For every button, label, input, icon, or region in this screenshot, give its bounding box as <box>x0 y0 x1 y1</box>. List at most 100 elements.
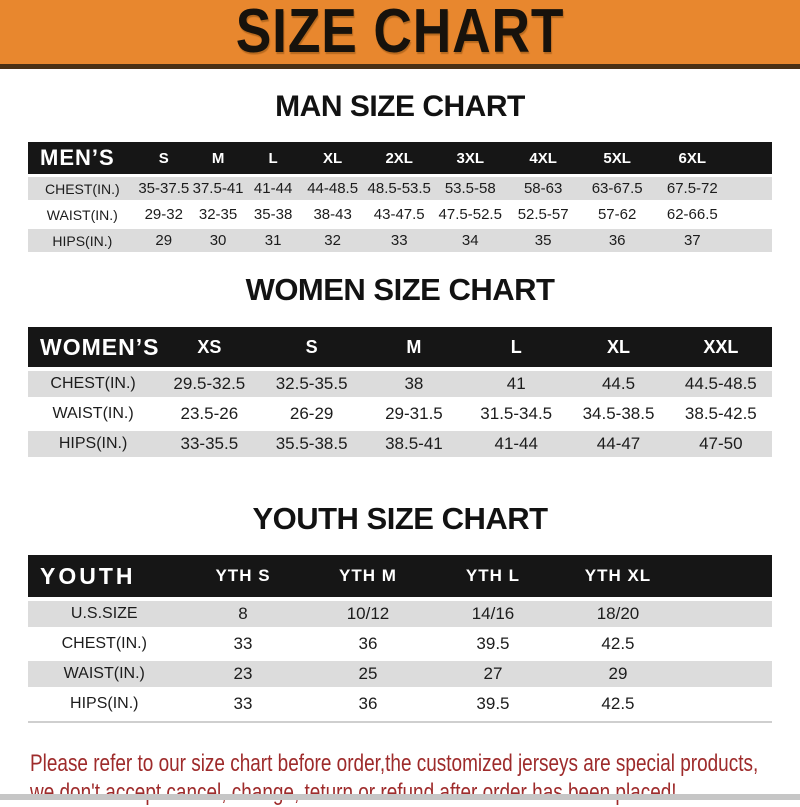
table-row: U.S.SIZE 8 10/12 14/16 18/20 <box>28 601 772 627</box>
cell-value: 38 <box>362 371 466 397</box>
cell-value: 18/20 <box>555 601 681 627</box>
table-corner-label: WOMEN’S <box>28 327 158 367</box>
size-column-header: YTH S <box>180 555 306 597</box>
row-label: HIPS(IN.) <box>70 695 139 712</box>
row-label: HIPS(IN.) <box>28 229 137 252</box>
size-column-header: YTH XL <box>555 555 681 597</box>
cell-value: 29.5-32.5 <box>158 371 261 397</box>
size-chart-banner: SIZE CHART <box>0 0 800 69</box>
disclaimer-note: Please refer to our size chart before or… <box>0 749 800 807</box>
row-pad-cell <box>730 177 772 200</box>
cell-value: 32 <box>301 229 365 252</box>
row-pad-cell <box>730 229 772 252</box>
cell-value: 57-62 <box>597 206 637 223</box>
cell-value: 39.5 <box>476 634 510 653</box>
cell-value: 34.5-38.5 <box>582 404 655 423</box>
cell-value: 38-43 <box>313 206 352 223</box>
bottom-edge-strip <box>0 794 800 800</box>
cell-value: 48.5-53.5 <box>364 177 435 200</box>
row-label: U.S.SIZE <box>28 601 181 627</box>
men-chart-heading: MAN SIZE CHART <box>275 90 525 123</box>
header-pad-cell <box>730 142 772 174</box>
disclaimer-line-1-text: Please refer to our size chart before or… <box>30 750 759 777</box>
cell-value: 33 <box>233 694 253 713</box>
cell-value: 33 <box>364 229 435 252</box>
size-column-header: L <box>245 142 302 174</box>
cell-value: 14/16 <box>430 601 556 627</box>
row-label: WAIST(IN.) <box>46 206 118 223</box>
women-size-table: WOMEN’S XS S M L XL XXL CHEST(IN.) 29.5-32.5 32.5… <box>28 323 772 461</box>
cell-value: 33-35.5 <box>158 431 261 457</box>
size-column-header: M <box>362 327 466 367</box>
disclaimer-line-1: Please refer to our size chart before or… <box>30 749 800 778</box>
table-row: CHEST(IN.) 33 36 39.5 42.5 <box>28 631 772 657</box>
cell-value: 27 <box>430 661 556 687</box>
cell-value: 29-31.5 <box>385 404 443 423</box>
cell-value: 38.5-42.5 <box>684 404 757 423</box>
row-pad-cell <box>680 631 772 657</box>
cell-value: 42.5 <box>601 634 635 653</box>
cell-value: 35-38 <box>253 206 293 223</box>
cell-value: 23 <box>180 661 306 687</box>
row-pad-cell <box>730 203 772 226</box>
row-label: CHEST(IN.) <box>28 371 159 397</box>
table-row: WAIST(IN.) 23 25 27 29 <box>28 661 772 687</box>
cell-value: 41-44 <box>465 431 568 457</box>
size-column-header: YTH L <box>430 555 556 597</box>
cell-value: 44.5-48.5 <box>669 371 772 397</box>
cell-value: 29 <box>136 229 191 252</box>
disclaimer-line-2: we don't accept cancel, change, teturn o… <box>30 778 800 807</box>
cell-value: 35 <box>506 229 580 252</box>
cell-value: 44-47 <box>567 431 670 457</box>
row-label: HIPS(IN.) <box>28 431 159 457</box>
cell-value: 35-37.5 <box>136 177 191 200</box>
size-column-header: 3XL <box>434 142 507 174</box>
cell-value: 52.5-57 <box>517 206 569 223</box>
cell-value: 32.5-35.5 <box>260 371 363 397</box>
cell-value: 8 <box>180 601 306 627</box>
size-column-header: S <box>260 327 363 367</box>
size-column-header: L <box>465 327 568 367</box>
table-header-row: MEN’S S M L XL 2XL 3XL 4XL 5XL 6XL <box>28 142 772 174</box>
cell-value: 53.5-58 <box>434 177 507 200</box>
table-header-row: YOUTH YTH S YTH M YTH L YTH XL <box>28 555 772 597</box>
disclaimer-line-2-text: we don't accept cancel, change, teturn o… <box>30 779 677 806</box>
table-row: HIPS(IN.) 33-35.5 35.5-38.5 38.5-41 41-44 44-… <box>28 431 772 457</box>
size-column-header: XXL <box>669 327 772 367</box>
youth-chart-heading: YOUTH SIZE CHART <box>252 501 548 536</box>
cell-value: 33 <box>233 634 253 653</box>
table-row: HIPS(IN.) 33 36 39.5 42.5 <box>28 691 772 717</box>
table-row: WAIST(IN.) 29-32 32-35 35-38 38-43 43-47.5 47.… <box>28 203 772 226</box>
cell-value: 67.5-72 <box>654 177 731 200</box>
cell-value: 39.5 <box>476 694 510 713</box>
cell-value: 31.5-34.5 <box>480 404 553 423</box>
size-column-header: M <box>190 142 246 174</box>
row-pad-cell <box>680 601 772 627</box>
youth-size-table: YOUTH YTH S YTH M YTH L YTH XL U.S.SIZE 8 10/12… <box>28 551 772 723</box>
row-label: CHEST(IN.) <box>28 177 137 200</box>
row-pad-cell <box>680 661 772 687</box>
cell-value: 47.5-52.5 <box>438 206 502 223</box>
cell-value: 30 <box>190 229 246 252</box>
cell-value: 47-50 <box>669 431 772 457</box>
size-column-header: XS <box>158 327 261 367</box>
cell-value: 36 <box>579 229 655 252</box>
size-column-header: YTH M <box>305 555 431 597</box>
cell-value: 42.5 <box>601 694 635 713</box>
table-row: WAIST(IN.) 23.5-26 26-29 29-31.5 31.5-34.5 34… <box>28 401 772 427</box>
row-label: WAIST(IN.) <box>28 661 181 687</box>
cell-value: 58-63 <box>506 177 580 200</box>
table-row: CHEST(IN.) 35-37.5 37.5-41 41-44 44-48.5 48.5… <box>28 177 772 200</box>
cell-value: 25 <box>305 661 431 687</box>
cell-value: 44-48.5 <box>301 177 365 200</box>
cell-value: 44.5 <box>567 371 670 397</box>
men-size-table: MEN’S S M L XL 2XL 3XL 4XL 5XL 6XL CHEST(IN.) 35-37… <box>28 139 772 255</box>
cell-value: 23.5-26 <box>180 404 239 423</box>
table-row: CHEST(IN.) 29.5-32.5 32.5-35.5 38 41 44.5 44.5… <box>28 371 772 397</box>
size-column-header: S <box>136 142 191 174</box>
row-pad-cell <box>680 691 772 717</box>
cell-value: 36 <box>358 634 378 653</box>
header-pad-cell <box>680 555 772 597</box>
size-column-header: 4XL <box>506 142 580 174</box>
size-column-header: XL <box>301 142 365 174</box>
